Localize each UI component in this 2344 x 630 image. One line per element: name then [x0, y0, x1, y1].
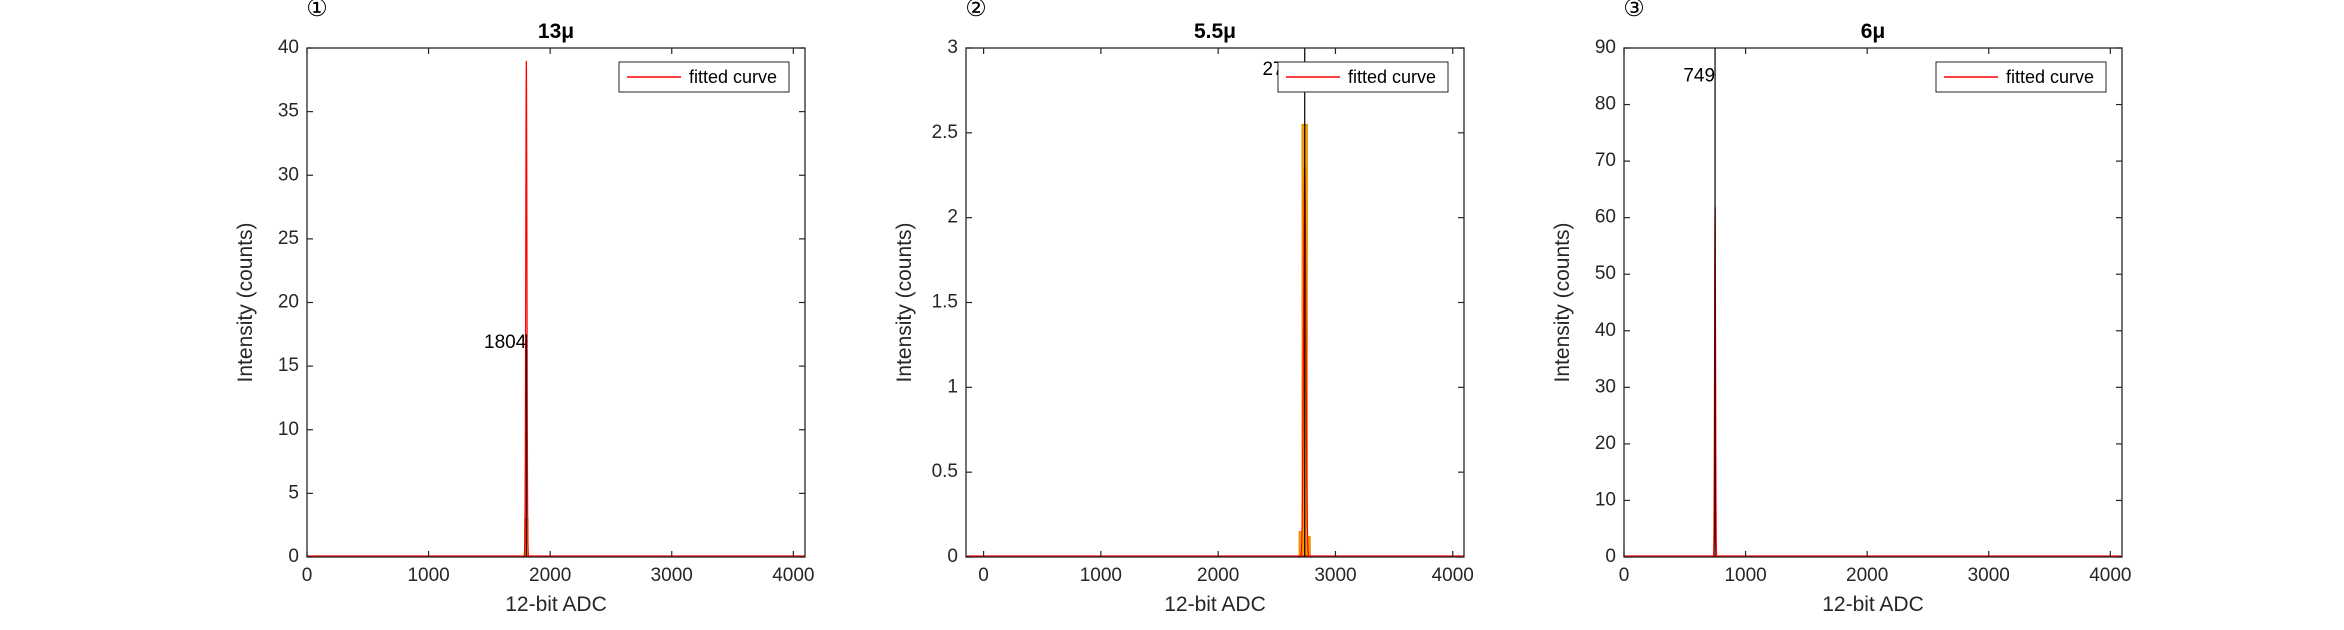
axes-box	[1623, 47, 2123, 558]
y-tick-label: 70	[1595, 150, 1616, 171]
legend-label: fitted curve	[689, 67, 777, 87]
y-tick-label: 30	[278, 164, 299, 185]
y-tick-label: 2	[947, 207, 958, 228]
x-tick-label: 2000	[1197, 565, 1239, 586]
peak-label: 1804	[484, 332, 527, 353]
y-tick-label: 50	[1595, 263, 1616, 284]
y-tick-label: 40	[278, 37, 299, 58]
y-tick-label: 5	[288, 482, 299, 503]
y-tick-label: 20	[1595, 433, 1616, 454]
x-tick-label: 1000	[1080, 565, 1122, 586]
chart-title: 5.5μ	[1194, 20, 1236, 43]
y-tick-label: 1.5	[932, 292, 958, 313]
y-tick-label: 15	[278, 355, 299, 376]
y-axis-label: Intensity (counts)	[1551, 223, 1574, 383]
y-tick-label: 90	[1595, 37, 1616, 58]
y-tick-label: 40	[1595, 320, 1616, 341]
x-tick-label: 0	[1619, 565, 1630, 586]
x-tick-label: 1000	[407, 565, 449, 586]
x-axis-label: 12-bit ADC	[1822, 593, 1924, 616]
legend-label: fitted curve	[1348, 67, 1436, 87]
chart-panel-2: 2738fitted curve0100020003000400000.511.…	[893, 0, 1474, 616]
chart-panel-3: 749 fitted curve 0 1000 2000 3000 4000 0 10 20 30 4…	[1551, 0, 2131, 616]
x-tick-label: 2000	[1846, 565, 1888, 586]
panel-marker: ②	[965, 0, 987, 22]
legend-label: fitted curve	[2006, 67, 2094, 87]
x-tick-label: 0	[302, 565, 313, 586]
chart-title: 6μ	[1861, 20, 1886, 43]
plot-area	[966, 48, 1464, 557]
y-tick-label: 0	[288, 546, 299, 567]
x-tick-label: 2000	[529, 565, 571, 586]
y-tick-label: 10	[278, 419, 299, 440]
y-tick-label: 60	[1595, 207, 1616, 228]
y-tick-label: 80	[1595, 94, 1616, 115]
y-tick-label: 20	[278, 292, 299, 313]
y-tick-label: 2.5	[932, 122, 958, 143]
y-tick-label: 0	[947, 546, 958, 567]
y-tick-label: 25	[278, 228, 299, 249]
chart-title: 13μ	[538, 20, 574, 43]
plot-area	[307, 48, 805, 557]
peak-label: 749	[1683, 65, 1715, 86]
y-tick-label: 1	[947, 376, 958, 397]
y-tick-label: 35	[278, 101, 299, 122]
x-tick-label: 0	[978, 565, 989, 586]
y-tick-label: 30	[1595, 376, 1616, 397]
panel-marker: ①	[306, 0, 328, 22]
x-tick-label: 4000	[2089, 565, 2131, 586]
y-axis-label: Intensity (counts)	[893, 223, 916, 383]
y-axis-label: Intensity (counts)	[234, 223, 257, 383]
y-tick-label: 0	[1605, 546, 1616, 567]
x-tick-label: 4000	[772, 565, 814, 586]
panel-marker: ③	[1623, 0, 1645, 22]
x-axis-label: 12-bit ADC	[505, 593, 607, 616]
y-tick-label: 3	[947, 37, 958, 58]
x-axis-label: 12-bit ADC	[1164, 593, 1266, 616]
chart-panel-1: 1804 fitted curve 0 1000 2000 3000 4000 0 5 10 15 2…	[234, 0, 814, 616]
x-tick-label: 3000	[1968, 565, 2010, 586]
plot-area	[1624, 48, 2122, 557]
x-tick-label: 1000	[1724, 565, 1766, 586]
x-tick-label: 4000	[1432, 565, 1474, 586]
x-tick-label: 3000	[651, 565, 693, 586]
y-tick-label: 10	[1595, 489, 1616, 510]
y-tick-label: 0.5	[932, 461, 958, 482]
x-tick-label: 3000	[1314, 565, 1356, 586]
